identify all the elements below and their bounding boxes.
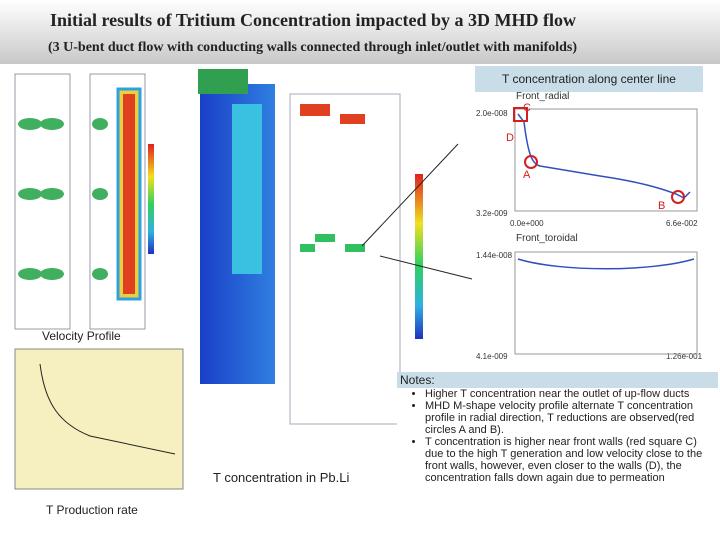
x-label: 1.26e-001 — [666, 352, 703, 361]
centerline-label: T concentration along center line — [502, 72, 676, 86]
header: Initial results of Tritium Concentration… — [0, 0, 720, 64]
note: T concentration is higher near front wal… — [425, 436, 718, 484]
title: Initial results of Tritium Concentration… — [50, 10, 576, 30]
toroidal-curve — [517, 258, 695, 270]
concentration-label: T concentration in Pb.Li — [213, 470, 349, 485]
x-label: 6.6e-002 — [666, 219, 698, 228]
marker-label: D — [506, 132, 514, 144]
plot-frame — [514, 251, 698, 355]
notes-list: Higher T concentration near the outlet o… — [397, 388, 718, 484]
centerline-box — [475, 66, 703, 92]
note: MHD M-shape velocity profile alternate T… — [425, 400, 718, 436]
y-label: 1.44e-008 — [476, 251, 513, 260]
marker-square — [513, 107, 528, 122]
marker-circle — [671, 190, 685, 204]
notes-title: Notes: — [397, 372, 718, 388]
velocity-label: Velocity Profile — [42, 329, 121, 343]
marker-label: B — [658, 200, 665, 212]
plot-title: Front_radial — [516, 91, 569, 102]
production-curve — [39, 363, 176, 455]
plot-title: Front_toroidal — [516, 233, 578, 244]
marker-label: A — [523, 169, 531, 181]
marker-circle — [524, 155, 538, 169]
plot-frame — [514, 108, 698, 212]
subtitle: (3 U-bent duct flow with conducting wall… — [48, 40, 578, 55]
figures: Velocity Profile T Production rate T con… — [14, 66, 703, 517]
pointer — [361, 143, 459, 247]
velocity-image — [14, 73, 154, 330]
concentration-image — [198, 69, 423, 425]
radial-curve — [517, 113, 691, 199]
production-label: T Production rate — [46, 503, 138, 517]
pointer — [379, 255, 473, 280]
y-label: 2.0e-008 — [476, 109, 508, 118]
x-label: 0.0e+000 — [510, 219, 544, 228]
note: Higher T concentration near the outlet o… — [425, 388, 718, 400]
y-label: 4.1e-009 — [476, 352, 508, 361]
y-label: 3.2e-009 — [476, 209, 508, 218]
production-plot — [14, 348, 184, 490]
marker-label: C — [523, 102, 531, 114]
notes: Notes: Higher T concentration near the o… — [397, 372, 718, 532]
plot-area — [475, 92, 703, 360]
